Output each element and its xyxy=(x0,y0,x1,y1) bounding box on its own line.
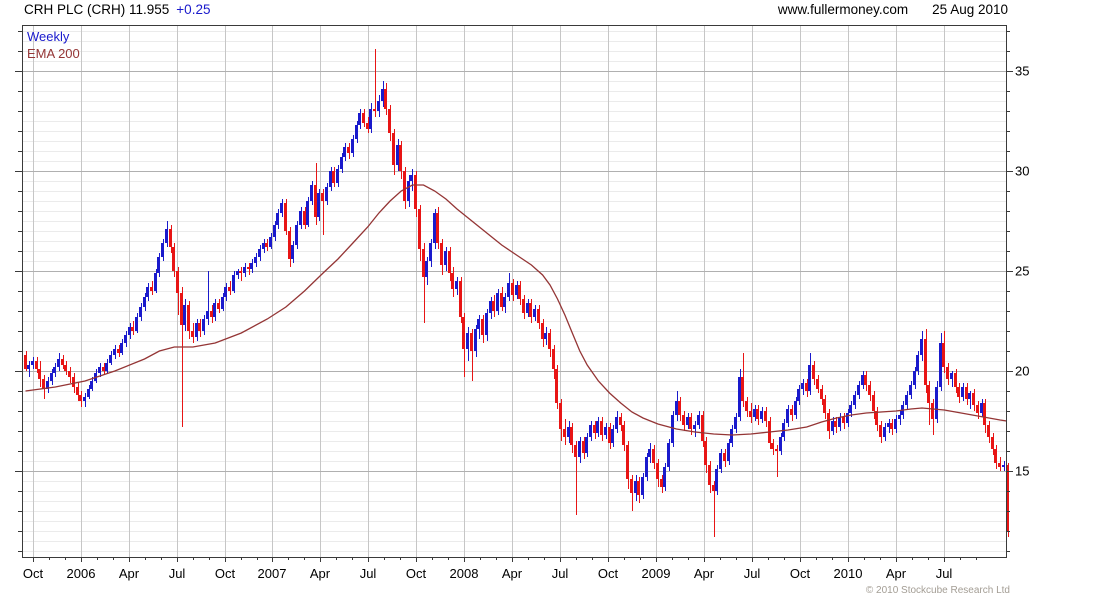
svg-text:30: 30 xyxy=(1015,164,1029,179)
instrument-and-price: CRH PLC (CRH) 11.955 xyxy=(24,2,170,17)
svg-text:Oct: Oct xyxy=(406,566,427,581)
svg-text:2006: 2006 xyxy=(67,566,96,581)
svg-text:Jul: Jul xyxy=(936,566,953,581)
svg-text:25: 25 xyxy=(1015,264,1029,279)
legend-weekly: Weekly xyxy=(27,29,70,44)
site-url: www.fullermoney.com xyxy=(777,2,909,17)
legend-ema: EMA 200 xyxy=(27,46,80,61)
svg-text:2007: 2007 xyxy=(258,566,287,581)
header-right: www.fullermoney.com 25 Aug 2010 xyxy=(778,2,1008,17)
svg-text:2008: 2008 xyxy=(450,566,479,581)
svg-text:Jul: Jul xyxy=(744,566,761,581)
price-change: +0.25 xyxy=(176,2,211,17)
svg-text:20: 20 xyxy=(1015,364,1029,379)
svg-text:35: 35 xyxy=(1015,64,1029,79)
svg-text:Apr: Apr xyxy=(694,566,715,581)
svg-text:Jul: Jul xyxy=(169,566,186,581)
svg-text:Apr: Apr xyxy=(119,566,140,581)
svg-text:Oct: Oct xyxy=(215,566,236,581)
svg-text:Jul: Jul xyxy=(552,566,569,581)
svg-text:Oct: Oct xyxy=(23,566,44,581)
svg-text:2010: 2010 xyxy=(834,566,863,581)
svg-text:Oct: Oct xyxy=(598,566,619,581)
svg-text:Jul: Jul xyxy=(360,566,377,581)
svg-text:15: 15 xyxy=(1015,464,1029,479)
svg-text:Apr: Apr xyxy=(886,566,907,581)
svg-text:Apr: Apr xyxy=(502,566,523,581)
svg-text:Oct: Oct xyxy=(790,566,811,581)
legend: Weekly EMA 200 xyxy=(27,28,80,62)
copyright-notice: © 2010 Stockcube Research Ltd xyxy=(865,585,1010,596)
chart-title: CRH PLC (CRH) 11.955 +0.25 xyxy=(24,2,210,17)
svg-text:Apr: Apr xyxy=(310,566,331,581)
svg-text:2009: 2009 xyxy=(642,566,671,581)
chart-date: 25 Aug 2010 xyxy=(932,2,1008,17)
